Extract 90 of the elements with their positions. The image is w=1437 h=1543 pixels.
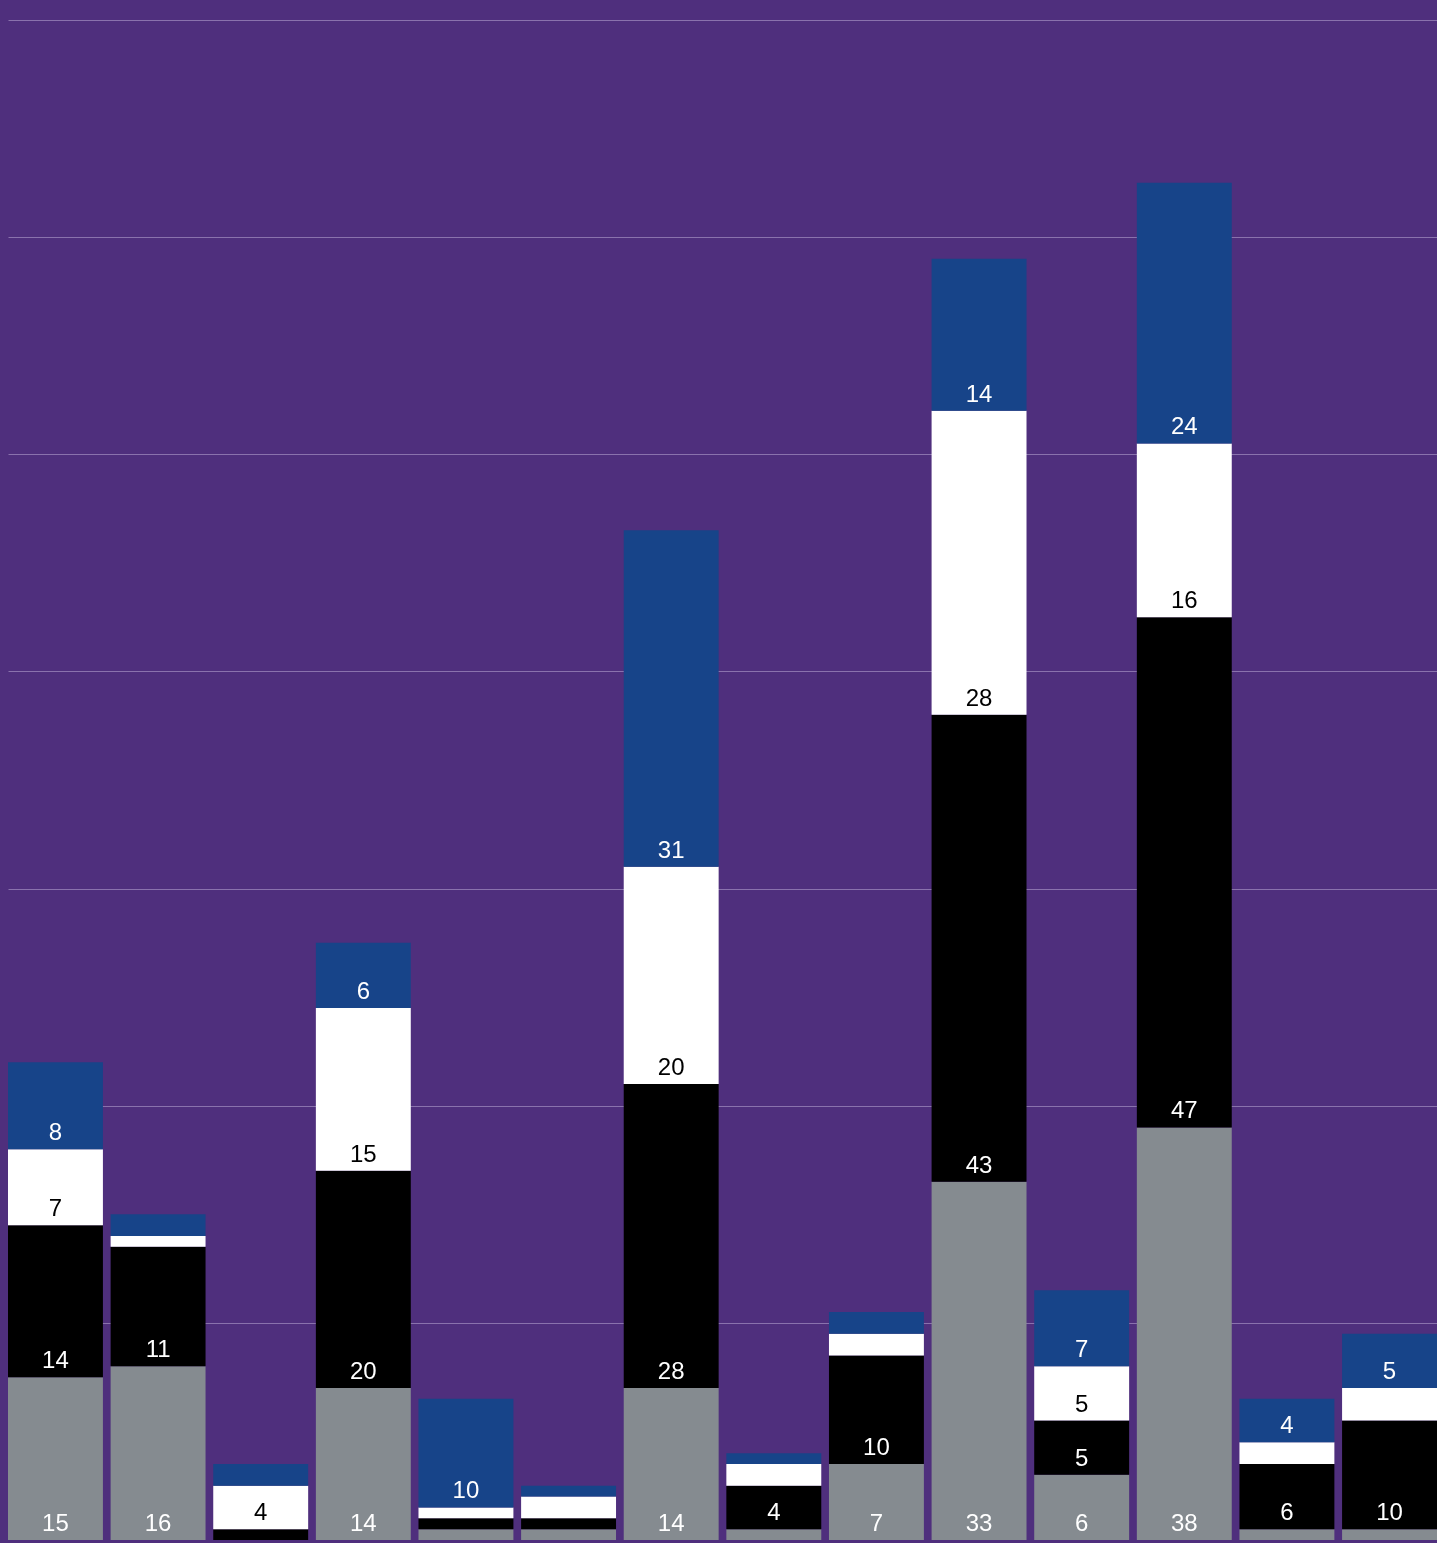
bar: [931, 714, 1027, 1182]
data-label: 14: [349, 1509, 377, 1536]
data-label: 8: [48, 1118, 63, 1146]
bar: [8, 1377, 103, 1540]
bar: [521, 1496, 617, 1519]
data-label: 15: [349, 1139, 377, 1167]
bar: [315, 1170, 411, 1388]
bar: [828, 1464, 924, 1540]
bar: [623, 866, 719, 1084]
bar: [828, 1312, 924, 1334]
data-label: 4: [1280, 1411, 1294, 1439]
bar: [623, 1388, 719, 1540]
bar: [213, 1485, 309, 1530]
bar: [828, 1333, 924, 1356]
bar: [828, 1355, 924, 1464]
bar: [110, 1214, 206, 1236]
bar: [521, 1529, 617, 1540]
data-label: 14: [42, 1346, 69, 1374]
data-label: 5: [1074, 1389, 1089, 1417]
data-label: 15: [42, 1509, 69, 1536]
data-label: 4: [254, 1498, 268, 1526]
data-label: 16: [1170, 586, 1198, 614]
bar: [931, 410, 1027, 715]
bar: [726, 1529, 822, 1540]
bar: [931, 258, 1027, 411]
data-label: 14: [965, 379, 993, 407]
data-label: 10: [452, 1476, 480, 1504]
bar: [315, 1008, 411, 1171]
bar: [521, 1485, 617, 1497]
bar: [1342, 1529, 1437, 1540]
data-label: 5: [1074, 1443, 1089, 1471]
bar: [213, 1529, 309, 1540]
bar: [110, 1236, 206, 1247]
bar: [418, 1398, 514, 1508]
data-label: 43: [965, 1150, 993, 1178]
data-label: 38: [1170, 1509, 1198, 1536]
bar: [726, 1485, 822, 1530]
bar: [1239, 1529, 1335, 1540]
bar: [8, 1225, 103, 1378]
bar: [1136, 1127, 1232, 1540]
bar: [1034, 1366, 1130, 1421]
bar: [8, 1062, 103, 1150]
bar: [110, 1246, 206, 1367]
bar: [1342, 1420, 1437, 1530]
bar: [726, 1464, 822, 1486]
data-label: 28: [657, 1357, 685, 1384]
bar: [1034, 1474, 1130, 1540]
data-label: 5: [1382, 1357, 1397, 1384]
bar: [8, 1149, 103, 1226]
data-label: 11: [145, 1335, 171, 1363]
data-label: 31: [657, 835, 685, 863]
data-label: 47: [1170, 1096, 1198, 1124]
bar: [1136, 617, 1232, 1128]
bar: [623, 530, 719, 867]
data-label: 14: [657, 1509, 685, 1536]
data-label: 4: [767, 1498, 781, 1526]
data-label: 6: [1280, 1498, 1294, 1526]
bar: [110, 1366, 206, 1540]
bar: [315, 1388, 411, 1540]
data-label: 24: [1170, 412, 1198, 440]
data-label: 20: [349, 1357, 377, 1384]
data-label: 33: [965, 1509, 993, 1536]
data-label: 16: [144, 1509, 172, 1536]
data-label: 10: [863, 1433, 890, 1460]
bar: [315, 942, 411, 1008]
bar: [1342, 1388, 1437, 1421]
bar: [213, 1464, 309, 1486]
bar: [1239, 1442, 1335, 1464]
bar: [418, 1529, 514, 1540]
bar: [1034, 1290, 1130, 1367]
data-label: 7: [48, 1194, 63, 1222]
bar: [1136, 443, 1232, 618]
bar: [1342, 1333, 1437, 1388]
bar: [931, 1181, 1027, 1540]
bar: [1034, 1420, 1130, 1475]
data-label: 7: [1074, 1335, 1089, 1363]
data-label: 7: [869, 1509, 884, 1536]
data-label: 20: [657, 1053, 685, 1080]
bar: [623, 1084, 719, 1388]
data-label: 10: [1376, 1498, 1403, 1526]
bar: [418, 1507, 514, 1519]
data-label: 6: [1074, 1509, 1089, 1536]
data-label: 28: [965, 683, 993, 711]
bar: [1136, 182, 1232, 444]
bar: [1239, 1464, 1335, 1530]
bar: [726, 1453, 822, 1464]
bar: [1239, 1398, 1335, 1443]
data-label: 6: [356, 977, 371, 1004]
bar: [521, 1518, 617, 1530]
bar: [418, 1518, 514, 1530]
